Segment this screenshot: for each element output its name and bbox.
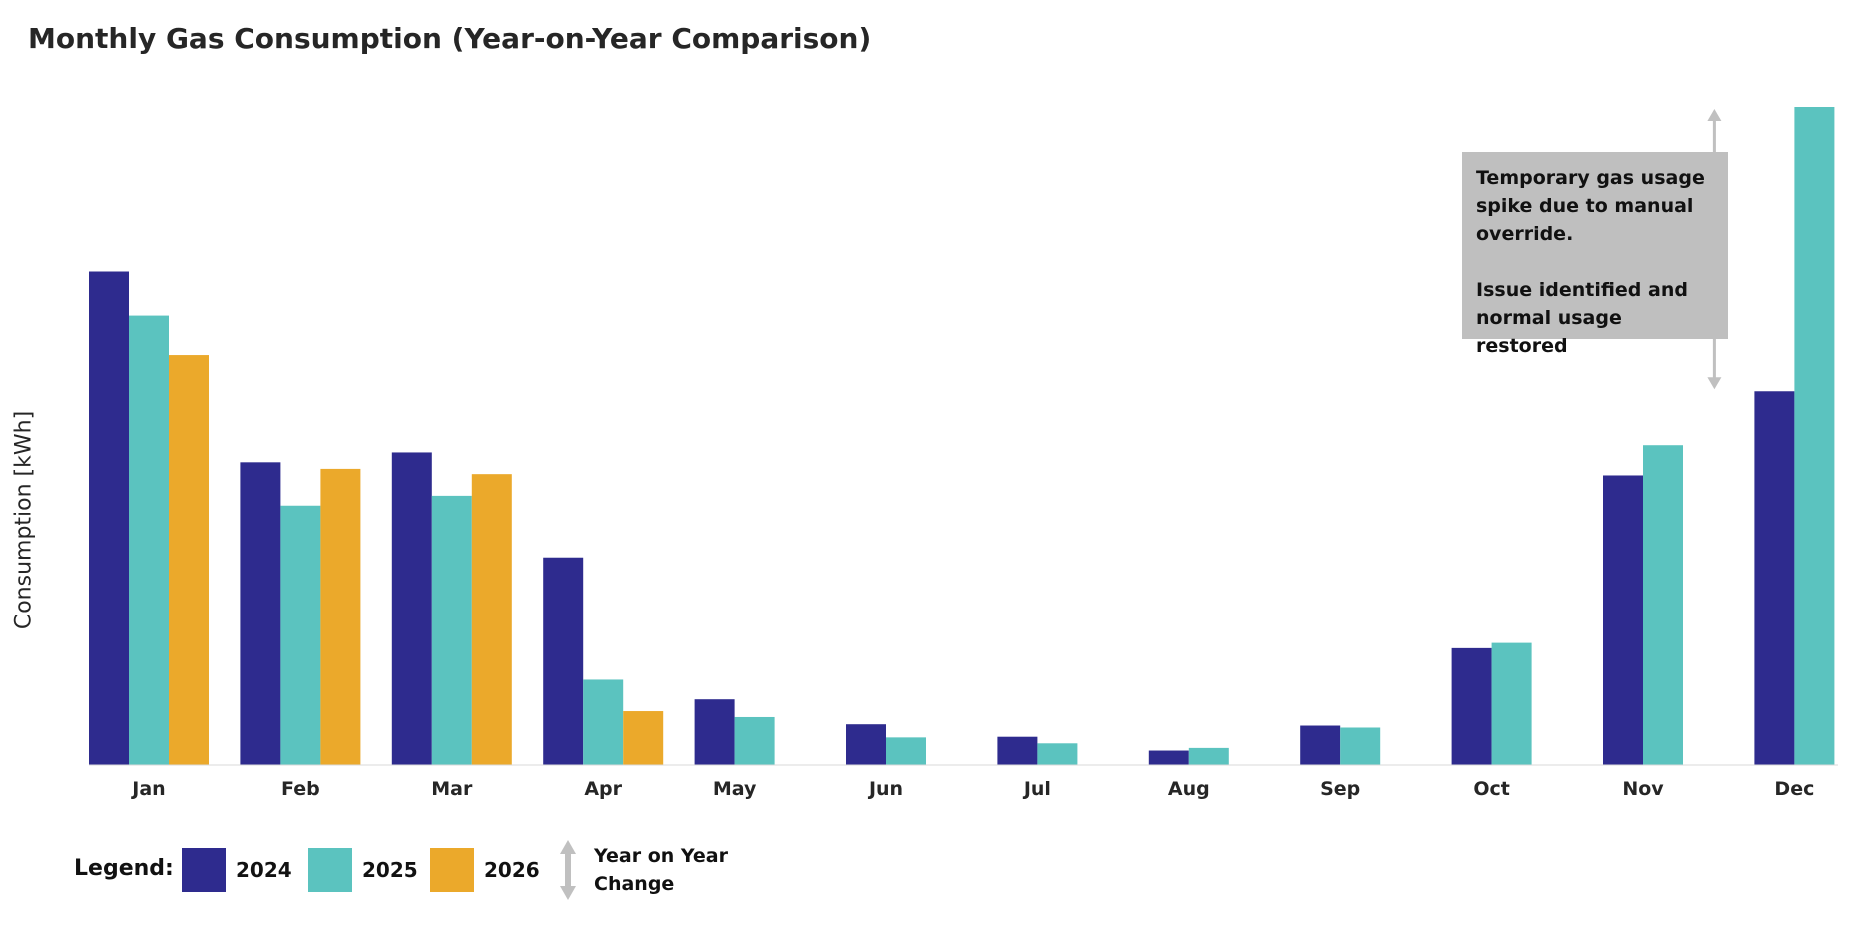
bar-sep-2025	[1340, 727, 1381, 765]
bar-may-2025	[734, 716, 775, 765]
bar-jul-2025	[1037, 743, 1078, 765]
bar-apr-2024	[543, 557, 584, 765]
x-tick-label-apr: Apr	[584, 778, 623, 800]
bar-jan-2025	[129, 315, 169, 765]
legend-label-yoy-change: Year on Year Change	[594, 845, 728, 895]
bar-aug-2024	[1148, 750, 1189, 765]
x-tick-label-dec: Dec	[1774, 778, 1815, 800]
bar-nov-2024	[1603, 475, 1643, 765]
chart-title: Monthly Gas Consumption (Year-on-Year Co…	[28, 22, 872, 55]
x-tick-label-feb: Feb	[281, 778, 320, 800]
bar-jun-2025	[886, 737, 926, 765]
x-tick-label-jul: Jul	[1023, 778, 1051, 800]
bar-jul-2024	[997, 736, 1038, 765]
bar-may-2024	[694, 699, 735, 765]
legend-title: Legend:	[74, 856, 174, 881]
bar-apr-2025	[583, 679, 624, 765]
legend-label-2025: 2025	[362, 858, 418, 882]
bar-apr-2026	[623, 711, 664, 765]
bar-jun-2024	[846, 724, 886, 765]
bar-feb-2024	[240, 462, 281, 765]
y-axis-label: Consumption [kWh]	[11, 410, 37, 630]
bar-jan-2026	[169, 355, 209, 765]
bar-mar-2026	[471, 474, 512, 765]
bar-feb-2026	[320, 468, 361, 765]
annotation-line-1: Temporary gas usage spike due to manual …	[1476, 167, 1705, 245]
legend-label-2024: 2024	[236, 858, 292, 882]
x-tick-label-jan: Jan	[132, 778, 166, 800]
x-tick-label-sep: Sep	[1320, 778, 1361, 800]
bar-jan-2024	[89, 271, 129, 765]
legend-swatch-2026	[430, 848, 474, 892]
bar-oct-2025	[1491, 642, 1532, 765]
x-tick-label-aug: Aug	[1167, 778, 1210, 800]
legend-swatch-2025	[308, 848, 352, 892]
bar-nov-2025	[1643, 445, 1683, 765]
legend-swatch-2024	[182, 848, 226, 892]
x-tick-label-oct: Oct	[1473, 778, 1510, 800]
bar-feb-2025	[280, 505, 321, 765]
x-tick-label-may: May	[712, 778, 757, 800]
annotation-line-2: Issue identified and normal usage restor…	[1476, 279, 1688, 357]
legend-label-2026: 2026	[484, 858, 540, 882]
bar-aug-2025	[1188, 747, 1229, 765]
bar-dec-2024	[1754, 391, 1795, 765]
bar-mar-2025	[431, 495, 472, 765]
x-tick-label-mar: Mar	[431, 778, 473, 800]
bar-oct-2024	[1451, 647, 1492, 765]
yoy-arrow-icon	[560, 840, 576, 900]
annotation-callout: Temporary gas usage spike due to manual …	[1462, 152, 1728, 357]
x-tick-label-nov: Nov	[1622, 778, 1664, 800]
x-tick-label-jun: Jun	[868, 778, 904, 800]
bar-sep-2024	[1300, 725, 1341, 765]
bar-dec-2025	[1794, 107, 1835, 765]
bar-mar-2024	[391, 452, 432, 765]
